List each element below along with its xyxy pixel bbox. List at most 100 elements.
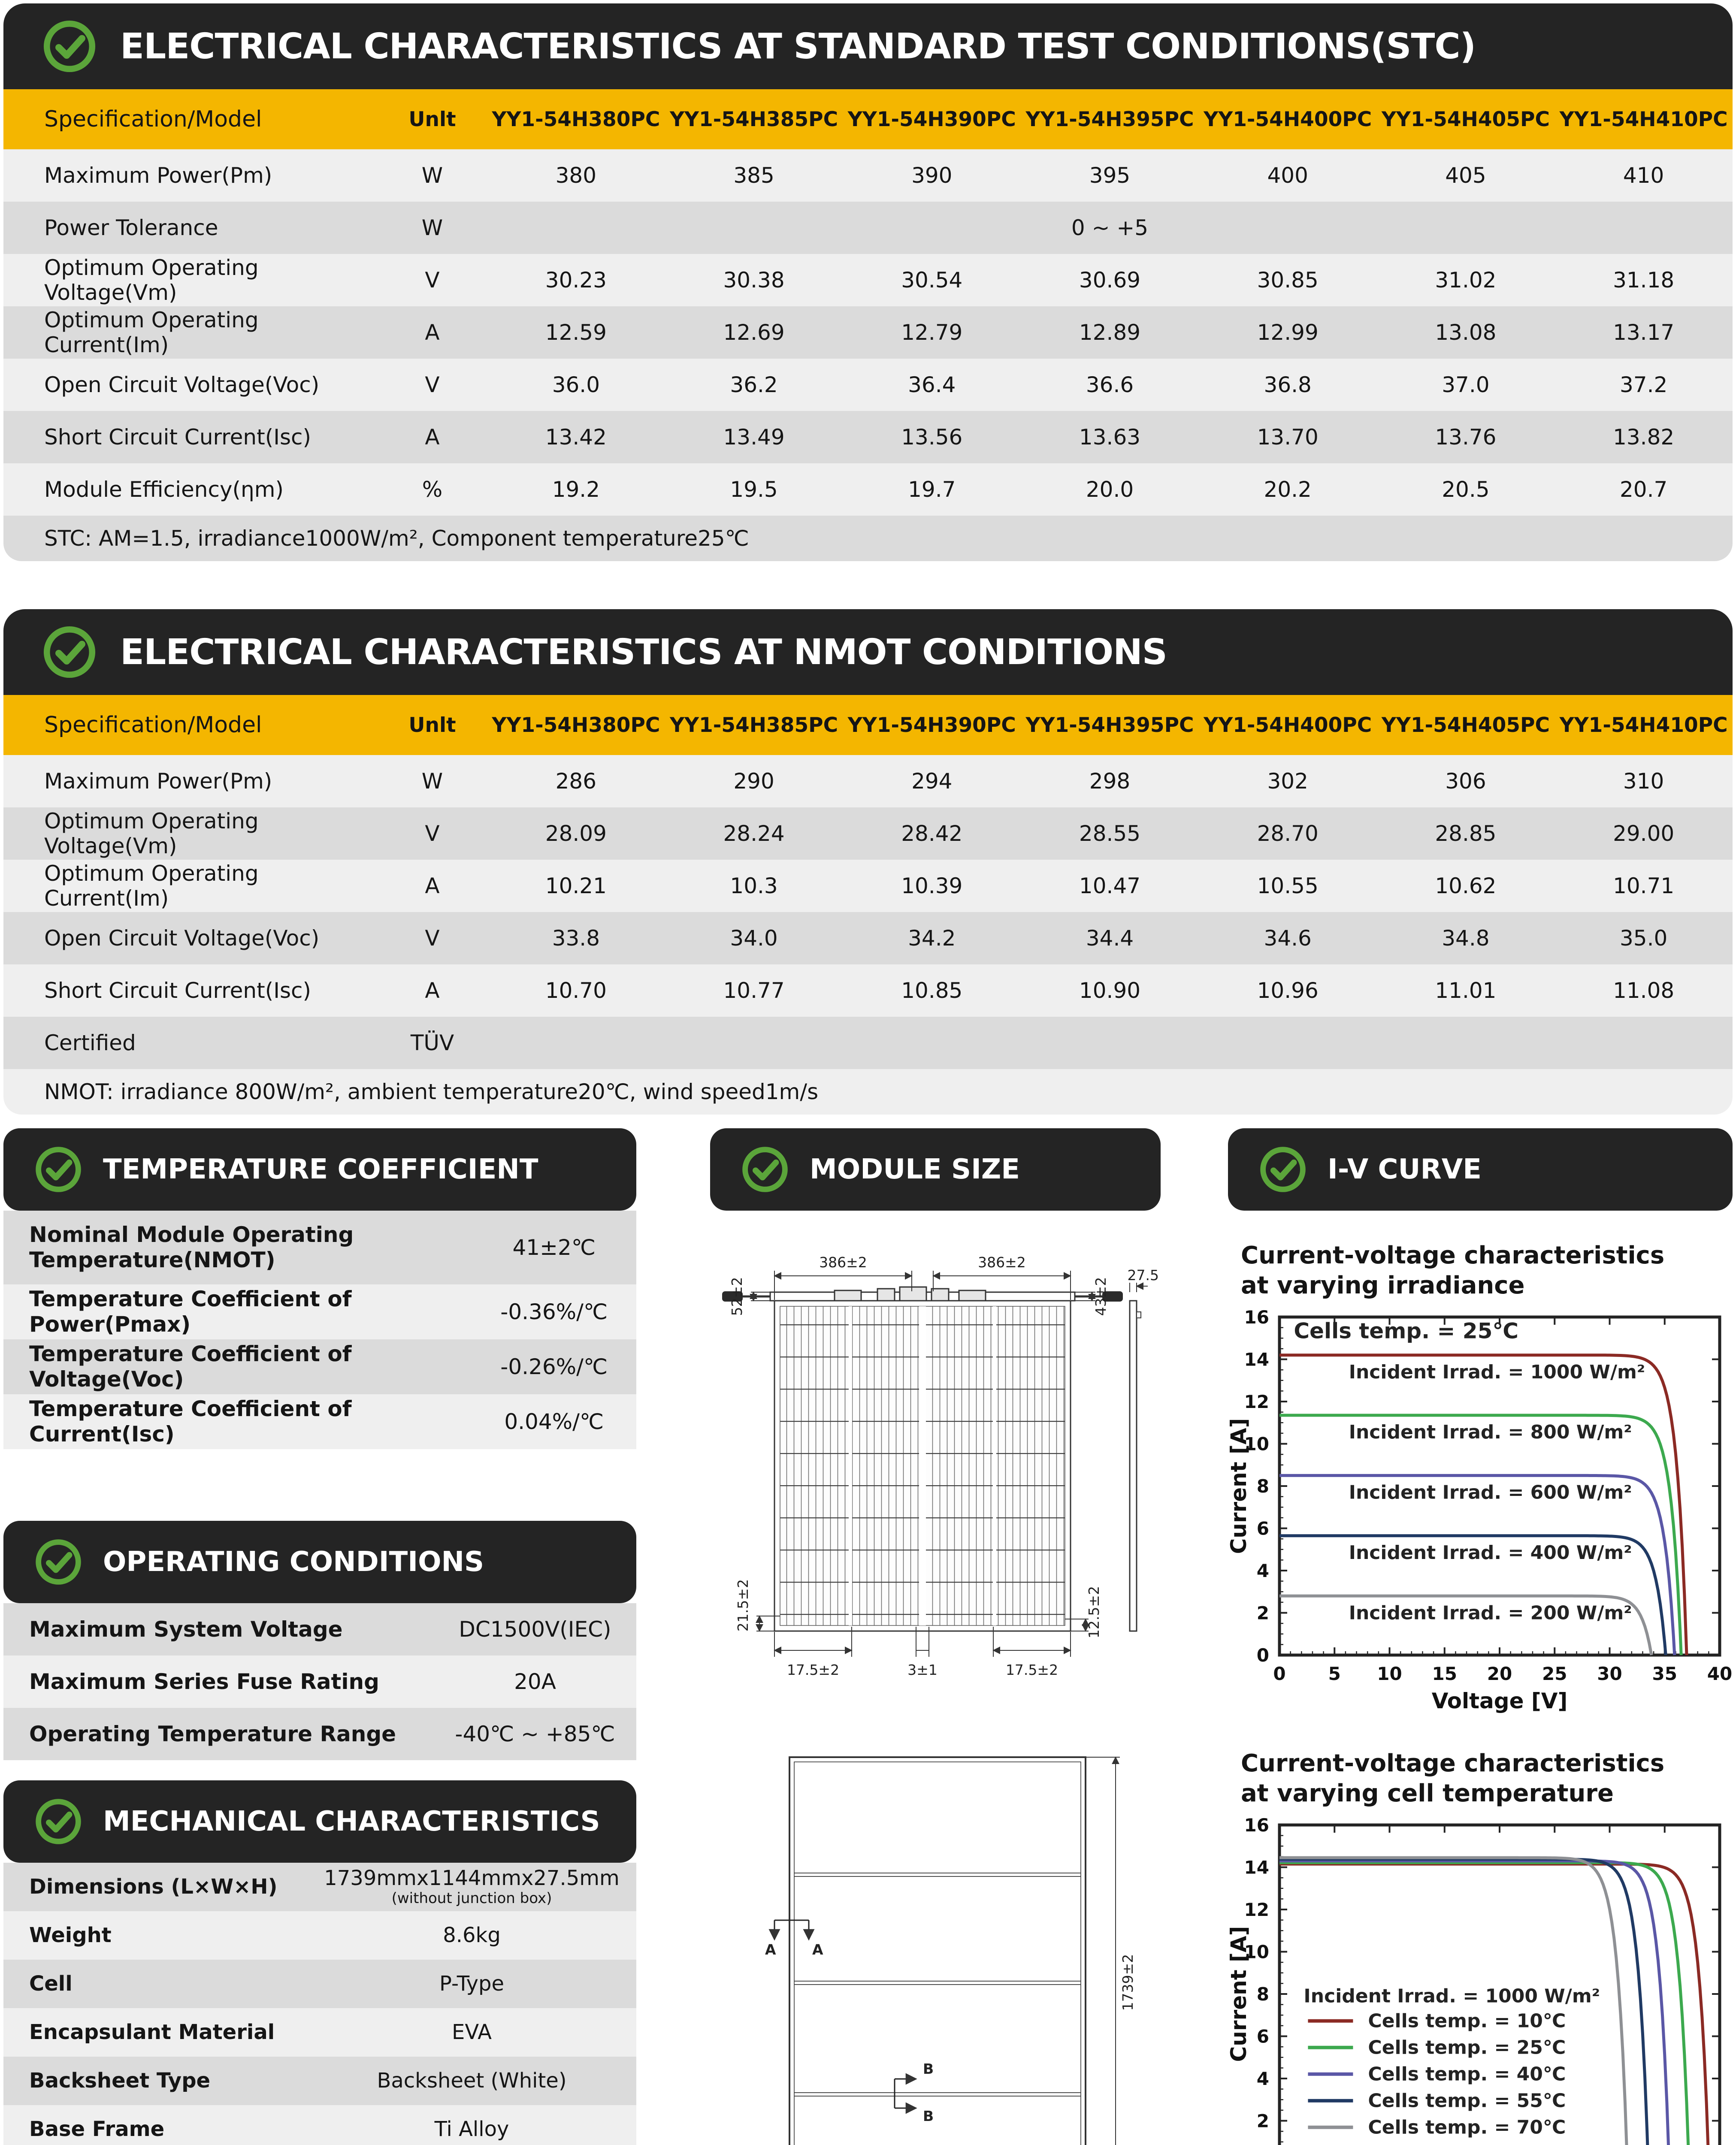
row-value: 28.70: [1257, 821, 1319, 846]
table-row: Optimum Operating Current(Im) A 12.59 12.69…: [3, 306, 1733, 359]
spec-row: Maximum System Voltage DC1500V(IEC): [3, 1603, 636, 1656]
spec-row: Maximum Series Fuse Rating 20A: [3, 1656, 636, 1708]
row-value: 302: [1267, 769, 1308, 794]
row-value: 36.8: [1264, 372, 1312, 397]
row-value: 10.39: [901, 873, 963, 898]
row-value: 11.01: [1435, 978, 1497, 1003]
column-spec: Specification/Model: [44, 712, 262, 738]
spec-value-text: 8.6kg: [443, 1923, 501, 1948]
row-unit: TÜV: [410, 1030, 454, 1055]
iv-chart-irradiance: 0 5 10 15 20 25 30 35 40 0 2 4 6 8 10 12 14 16 Voltage [V]…: [1226, 1307, 1732, 1713]
row-value: 19.2: [552, 477, 600, 502]
row-value: 10.70: [545, 978, 607, 1003]
row-label: Short Circuit Current(Isc): [44, 425, 311, 450]
row-value: 20.5: [1442, 477, 1490, 502]
spec-label: Weight: [29, 1923, 112, 1948]
row-value: 13.76: [1435, 425, 1497, 450]
row-label: Maximum Power(Pm): [44, 163, 272, 188]
spec-value-text: 0.04%/℃: [504, 1409, 604, 1434]
spec-label: Cell: [29, 1972, 73, 1996]
spec-label: Temperature Coefficient of Power(Pmax): [29, 1287, 352, 1337]
section-temperature-coefficient: TEMPERATURE COEFFICIENT Nominal Module O…: [3, 1128, 636, 1449]
dim-17-5-left: 17.5±2: [787, 1662, 839, 1678]
spec-row: Temperature Coefficient of Voltage(Voc) -…: [3, 1339, 636, 1394]
row-value: 28.85: [1435, 821, 1497, 846]
operating-title: OPERATING CONDITIONS: [103, 1546, 484, 1578]
module-front-drawing: 52±2 386±2 386±2 43±2 21.5±2 12.5±2: [722, 1254, 1159, 1678]
nmot-table: Specification/Model Unlt YY1-54H380PC YY1-5…: [3, 695, 1733, 1115]
svg-text:14: 14: [1244, 1349, 1269, 1370]
row-value: 35.0: [1619, 926, 1668, 951]
row-value: 34.0: [730, 926, 778, 951]
row-value: 34.8: [1442, 926, 1490, 951]
column-model: YY1-54H410PC: [1559, 713, 1728, 737]
spec-value: -0.36%/℃: [472, 1301, 637, 1323]
column-model: YY1-54H385PC: [670, 107, 838, 131]
iv-curve: [1279, 1474, 1676, 1656]
mechanical-table: Dimensions (L×W×H) 1739mmx1144mmx27.5mm (w…: [3, 1863, 636, 2145]
spec-value-sub: (without junction box): [391, 1889, 552, 1907]
row-value: 30.23: [545, 268, 607, 293]
svg-text:6: 6: [1257, 1518, 1269, 1539]
spec-value: -0.26%/℃: [472, 1356, 637, 1378]
check-icon: [36, 1147, 81, 1192]
dim-43: 43±2: [1092, 1277, 1109, 1316]
row-value: 37.2: [1619, 372, 1668, 397]
module-rear-drawing: A A B B 1739±2 1144±2: [765, 1756, 1136, 2145]
check-icon: [742, 1147, 788, 1192]
row-value: 30.38: [723, 268, 785, 293]
module-size-header-bar: MODULE SIZE: [710, 1128, 1161, 1211]
column-unit: Unlt: [408, 107, 456, 131]
row-value: 395: [1089, 163, 1131, 188]
row-label: Optimum Operating Voltage(Vm): [44, 809, 259, 858]
row-value: 30.85: [1257, 268, 1319, 293]
table-row: Open Circuit Voltage(Voc) V 33.8 34.0 34.2 34…: [3, 912, 1733, 964]
row-value: 13.49: [723, 425, 785, 450]
row-value: 13.08: [1435, 320, 1497, 345]
spec-row: Encapsulant Material EVA: [3, 2008, 636, 2057]
row-value: 20.7: [1619, 477, 1668, 502]
svg-text:4: 4: [1257, 2068, 1269, 2089]
spec-value-text: Ti Alloy: [434, 2117, 509, 2142]
row-value: 10.47: [1079, 873, 1141, 898]
dim-52: 52±2: [729, 1277, 745, 1316]
svg-text:10: 10: [1377, 1663, 1402, 1684]
table-row: Power Tolerance W 0 ~ +5: [3, 202, 1733, 254]
row-value: 13.82: [1613, 425, 1675, 450]
dim-27-5: 27.5: [1128, 1267, 1159, 1284]
spec-value-text: 20A: [514, 1669, 556, 1694]
svg-text:6: 6: [1257, 2026, 1269, 2047]
svg-text:12: 12: [1244, 1391, 1269, 1412]
curve-label: Incident Irrad. = 400 W/m²: [1349, 1542, 1632, 1564]
row-value: 34.2: [908, 926, 956, 951]
row-unit: %: [422, 477, 443, 502]
iv-chart1-title: Current-voltage characteristics at varyi…: [1241, 1242, 1665, 1299]
row-label: Optimum Operating Voltage(Vm): [44, 255, 259, 305]
row-value: 10.3: [730, 873, 778, 898]
nmot-header-bar: ELECTRICAL CHARACTERISTICS AT NMOT CONDI…: [3, 609, 1733, 695]
row-label: Certified: [44, 1030, 136, 1055]
spec-value: P-Type: [307, 1973, 636, 1995]
row-value: 19.7: [908, 477, 956, 502]
iv-title: I-V CURVE: [1328, 1154, 1482, 1185]
row-value: 10.62: [1435, 873, 1497, 898]
row-value: 30.69: [1079, 268, 1141, 293]
spec-row: Cell P-Type: [3, 1960, 636, 2008]
temperature-coefficient-table: Nominal Module Operating Temperature(NMO…: [3, 1211, 636, 1449]
table-header-row: Specification/Model Unlt YY1-54H380PC YY1-5…: [3, 89, 1733, 149]
dim-386-left: 386±2: [819, 1254, 867, 1271]
mechanical-header-bar: MECHANICAL CHARACTERISTICS: [3, 1780, 636, 1863]
module-size-title: MODULE SIZE: [810, 1154, 1020, 1185]
row-value: 10.77: [723, 978, 785, 1003]
spec-value-text: 1739mmx1144mmx27.5mm: [324, 1866, 620, 1891]
table-row: Optimum Operating Voltage(Vm) V 30.23 30.38…: [3, 254, 1733, 306]
svg-text:12: 12: [1244, 1899, 1269, 1920]
section-a-label: A: [765, 1941, 776, 1958]
table-footnote: NMOT: irradiance 800W/m², ambient temper…: [3, 1069, 1733, 1115]
row-value: 13.42: [545, 425, 607, 450]
svg-text:2: 2: [1257, 1603, 1269, 1624]
dim-12-5: 12.5±2: [1086, 1586, 1102, 1638]
legend-label: Cells temp. = 10℃: [1368, 2010, 1566, 2032]
iv-curve: [1279, 1594, 1653, 1656]
